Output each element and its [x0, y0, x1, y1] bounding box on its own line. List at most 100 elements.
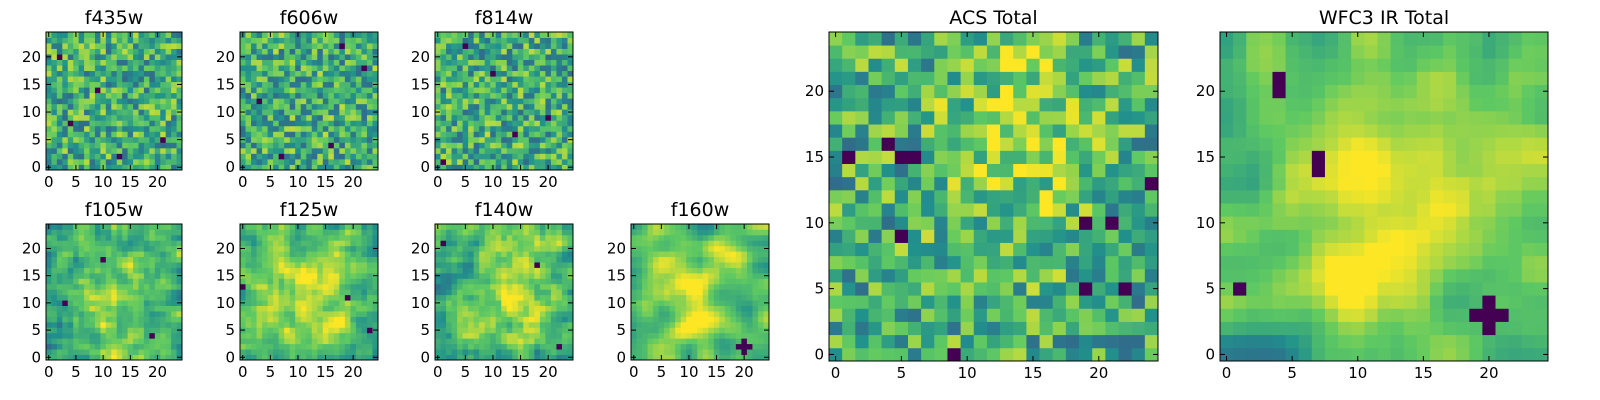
heatmap-cell	[462, 142, 469, 149]
heatmap-cell	[100, 114, 107, 121]
heatmap-cell	[333, 289, 340, 296]
heatmap-cell	[457, 224, 463, 230]
heatmap-cell	[697, 267, 704, 274]
heatmap-cell	[973, 334, 988, 349]
heatmap-cell	[165, 234, 172, 241]
heatmap-cell	[986, 347, 1001, 362]
heatmap-cell	[855, 321, 869, 336]
heatmap-cell	[344, 343, 351, 350]
heatmap-cell	[355, 136, 362, 143]
heatmap-cell	[284, 272, 291, 279]
heatmap-cell	[947, 308, 961, 322]
y-tick-label: 0	[31, 348, 41, 366]
heatmap-cell	[165, 305, 172, 312]
heatmap-cell	[528, 343, 535, 350]
heatmap-cell	[56, 48, 63, 55]
heatmap-cell	[653, 267, 659, 274]
heatmap-cell	[730, 300, 737, 306]
heatmap-cell	[138, 332, 145, 339]
heatmap-cell	[534, 327, 541, 334]
heatmap-cell	[116, 109, 123, 116]
heatmap-cell	[317, 43, 324, 49]
heatmap-cell	[550, 81, 557, 88]
heatmap-cell	[138, 48, 145, 55]
heatmap-cell	[300, 32, 307, 38]
heatmap-cell	[67, 37, 74, 44]
heatmap-cell	[534, 338, 541, 345]
heatmap-cell	[440, 114, 447, 121]
heatmap-cell	[176, 283, 183, 290]
heatmap-cell	[517, 332, 524, 339]
heatmap-cell	[462, 327, 469, 334]
heatmap-cell	[658, 278, 665, 285]
heatmap-cell	[122, 343, 128, 350]
heatmap-cell	[746, 267, 753, 274]
heatmap-cell	[1013, 150, 1027, 164]
heatmap-cell	[372, 87, 379, 94]
heatmap-cell	[647, 245, 654, 252]
heatmap-cell	[512, 59, 519, 66]
heatmap-cell	[306, 92, 313, 99]
heatmap-cell	[446, 142, 452, 149]
heatmap-cell	[550, 125, 557, 132]
heatmap-cell	[322, 70, 329, 77]
heatmap-cell	[713, 332, 720, 339]
heatmap-cell	[339, 164, 346, 171]
heatmap-cell	[534, 316, 541, 323]
heatmap-cell	[1052, 282, 1067, 296]
heatmap-cell	[697, 229, 704, 236]
heatmap-cell	[267, 76, 274, 83]
heatmap-cell	[56, 120, 63, 127]
heatmap-cell	[127, 37, 134, 44]
heatmap-cell	[636, 327, 643, 334]
heatmap-cell	[300, 272, 307, 279]
heatmap-cell	[752, 311, 759, 317]
heatmap-cell	[534, 147, 541, 154]
heatmap-cell	[116, 32, 123, 38]
heatmap-cell	[440, 65, 447, 72]
heatmap-cell	[240, 48, 246, 55]
heatmap-cell	[691, 224, 698, 230]
heatmap-cell	[512, 327, 519, 334]
heatmap-cell	[289, 262, 296, 268]
heatmap-cell	[122, 76, 128, 83]
heatmap-cell	[84, 338, 90, 345]
heatmap-cell	[462, 262, 469, 268]
heatmap-cell	[545, 153, 552, 160]
heatmap-cell	[111, 224, 118, 230]
heatmap-cell	[512, 70, 519, 77]
heatmap-cell	[934, 176, 948, 191]
heatmap-cell	[724, 278, 731, 285]
heatmap-cell	[73, 305, 80, 312]
heatmap-cell	[84, 294, 90, 301]
heatmap-cell	[143, 92, 150, 99]
heatmap-cell	[517, 153, 524, 160]
heatmap-cell	[501, 81, 508, 88]
heatmap-cell	[545, 294, 552, 301]
heatmap-cell	[67, 59, 74, 66]
heatmap-cell	[295, 316, 302, 323]
heatmap-cell	[1131, 216, 1146, 230]
heatmap-cell	[355, 240, 362, 247]
heatmap-cell	[435, 120, 441, 127]
heatmap-cell	[311, 300, 318, 306]
heatmap-cell	[484, 37, 491, 44]
heatmap-cell	[122, 256, 128, 263]
heatmap-cell	[322, 48, 329, 55]
heatmap-cell	[512, 158, 519, 165]
heatmap-cell	[322, 327, 329, 334]
heatmap-cell	[495, 109, 502, 116]
heatmap-cell	[1052, 163, 1067, 178]
heatmap-cell	[512, 147, 519, 154]
heatmap-cell	[339, 32, 346, 38]
heatmap-cell	[675, 224, 682, 230]
heatmap-cell	[763, 262, 770, 268]
heatmap-cell	[240, 92, 246, 99]
heatmap-cell	[512, 332, 519, 339]
heatmap-cell	[111, 87, 118, 94]
heatmap-cell	[523, 338, 530, 345]
plot-frame	[239, 31, 379, 171]
heatmap-cell	[495, 65, 502, 72]
heatmap-cell	[94, 136, 101, 143]
heatmap-cell	[440, 136, 447, 143]
